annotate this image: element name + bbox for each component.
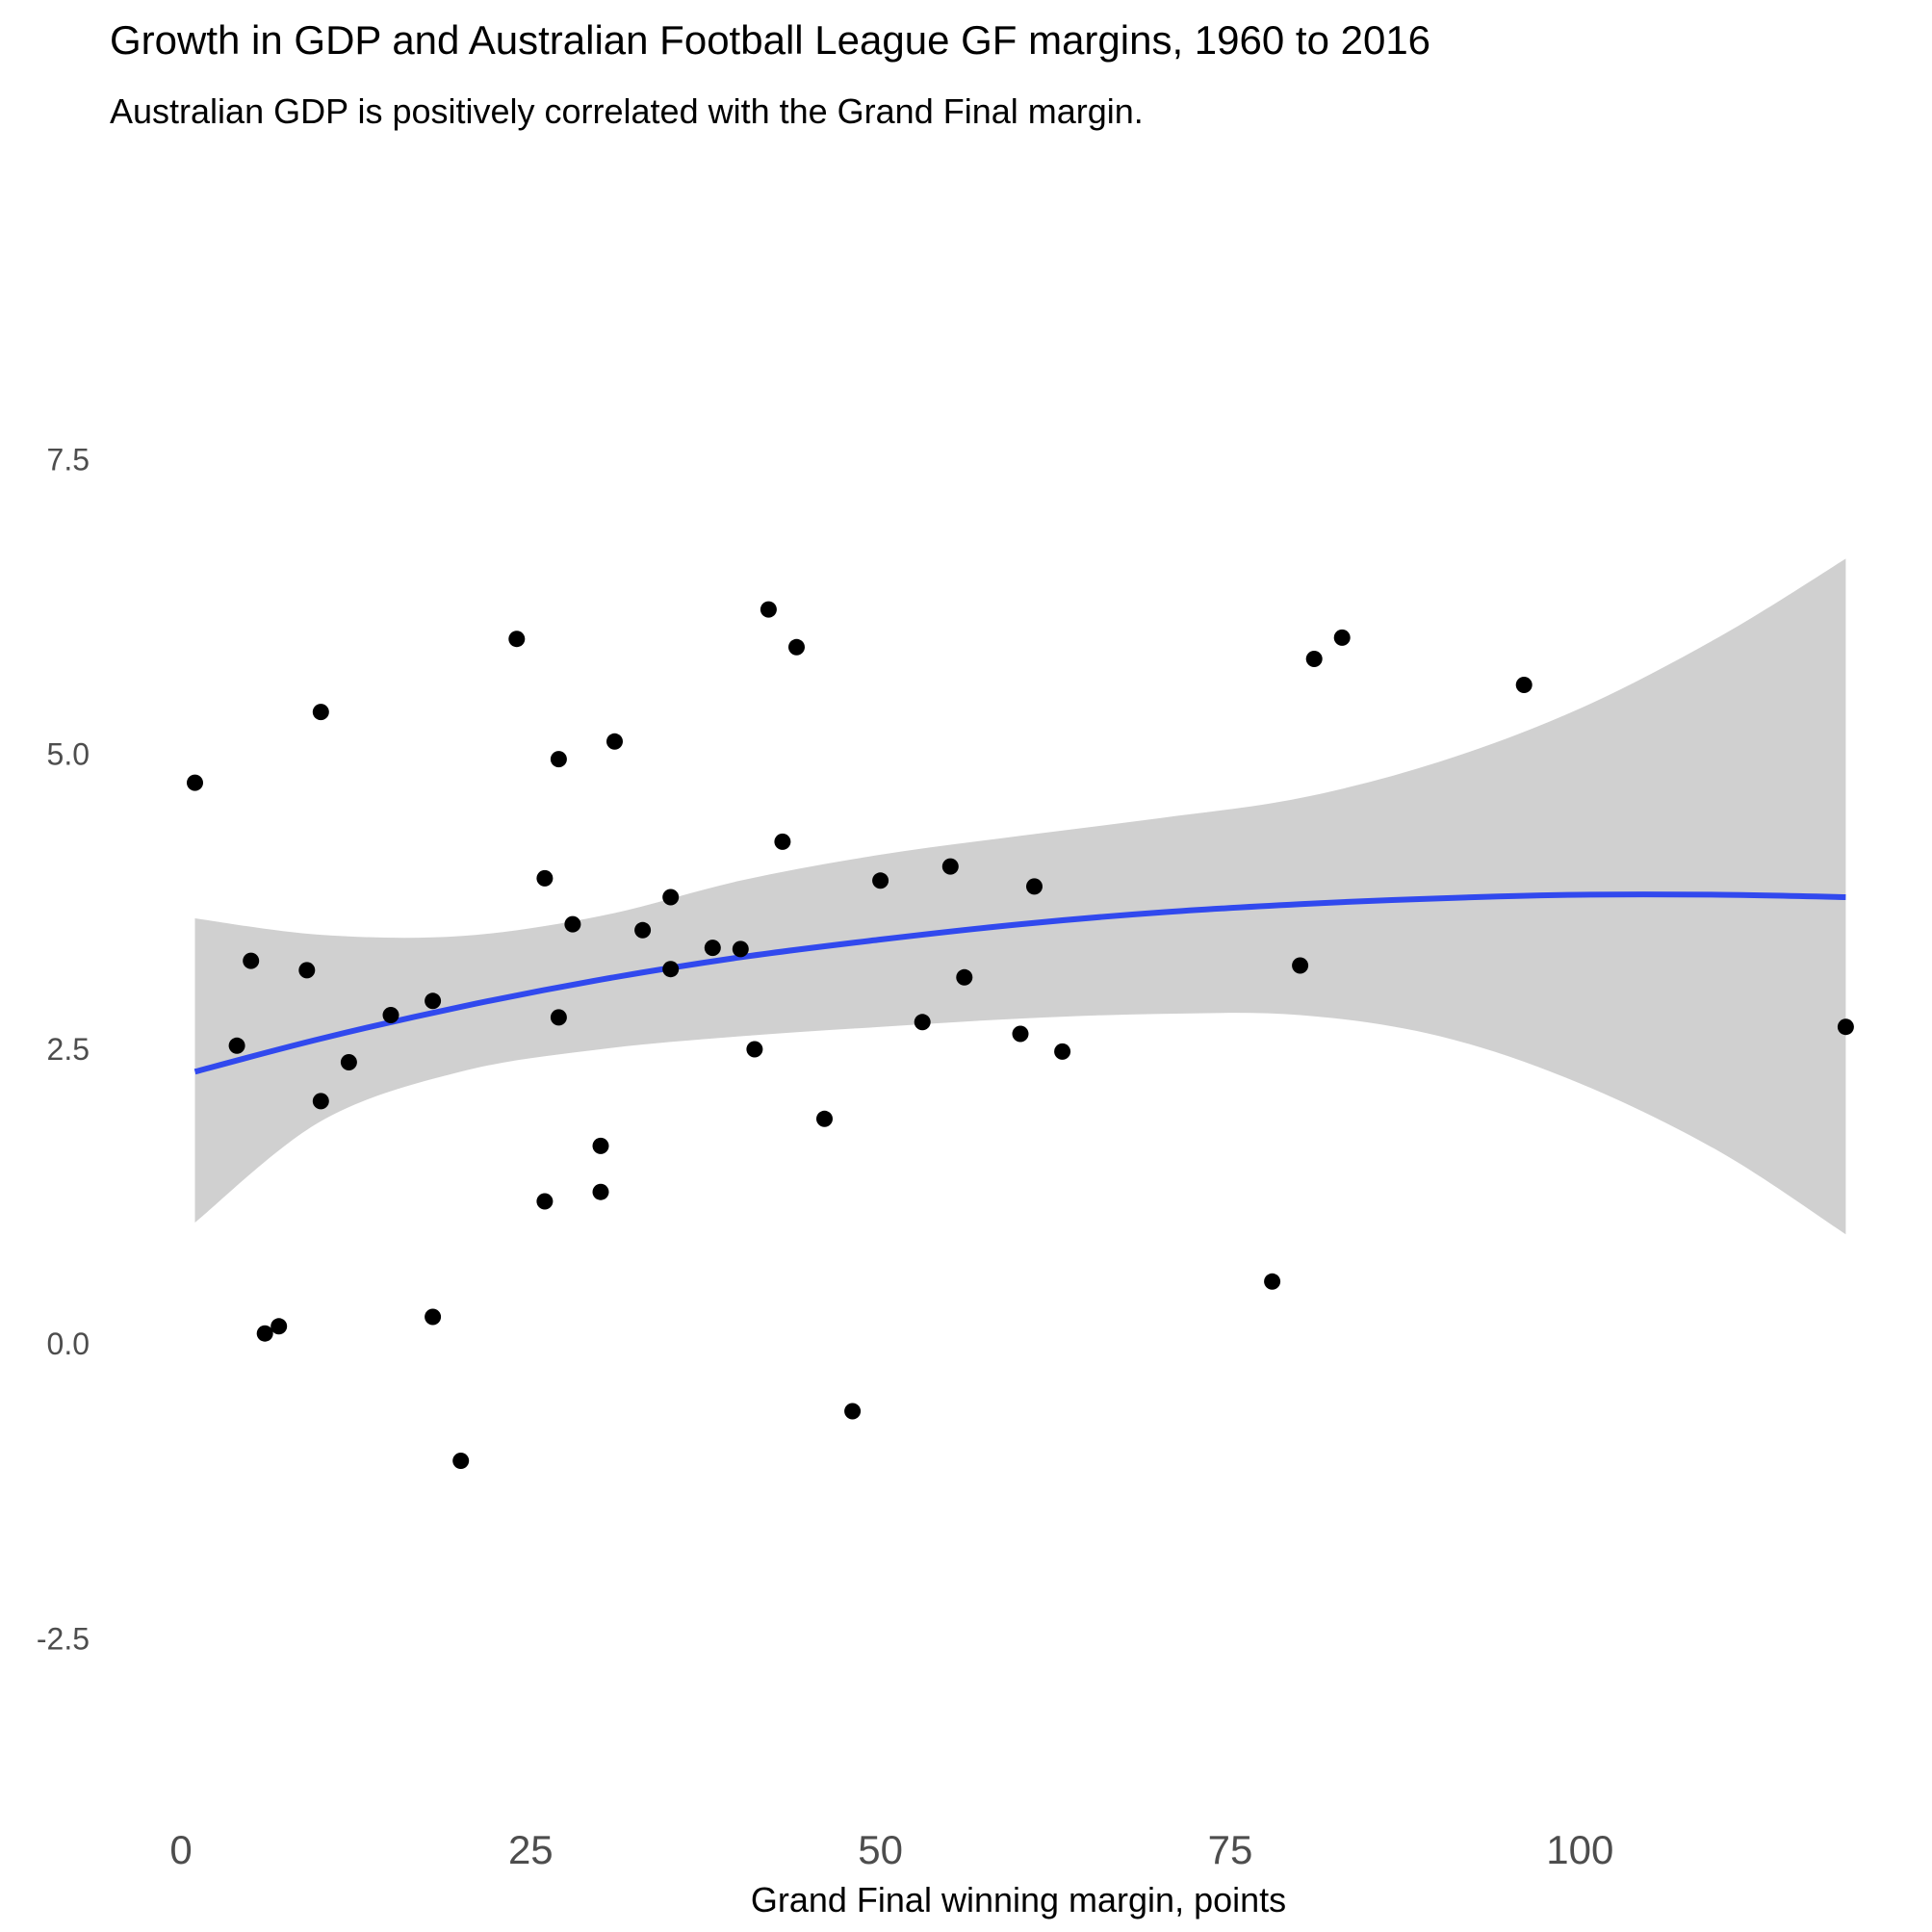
x-tick-label: 25	[508, 1827, 554, 1872]
data-point	[872, 872, 889, 889]
data-point	[187, 774, 203, 791]
data-point	[425, 992, 442, 1010]
data-point	[746, 1041, 763, 1058]
data-point	[1837, 1018, 1854, 1036]
data-point	[662, 961, 680, 978]
data-point	[340, 1054, 357, 1070]
data-point	[941, 858, 959, 875]
data-point	[914, 1014, 931, 1031]
data-point	[1515, 677, 1533, 693]
data-point	[1026, 878, 1043, 895]
data-point	[844, 1403, 862, 1420]
data-point	[550, 751, 567, 768]
data-point	[1292, 957, 1309, 974]
confidence-band	[194, 558, 1846, 1235]
trend-line	[193, 891, 1846, 1075]
data-point	[312, 1093, 329, 1110]
x-tick-label: 100	[1546, 1827, 1613, 1872]
data-point	[270, 1318, 288, 1335]
data-point	[382, 1007, 399, 1023]
data-point	[592, 1137, 609, 1154]
data-point	[1054, 1043, 1071, 1060]
data-point	[1012, 1025, 1029, 1043]
y-tick-label: 5.0	[47, 737, 90, 772]
x-tick-label: 50	[858, 1827, 903, 1872]
data-point	[774, 833, 791, 850]
trend-line-group	[193, 891, 1846, 1075]
data-point	[704, 940, 721, 957]
data-point	[816, 1110, 833, 1127]
data-point	[662, 889, 680, 906]
data-point	[508, 631, 526, 648]
data-point	[228, 1037, 245, 1054]
data-point	[452, 1453, 470, 1469]
confidence-band-area	[194, 558, 1846, 1235]
data-point	[956, 968, 973, 986]
data-point	[592, 1183, 609, 1200]
data-point	[760, 601, 777, 618]
data-point	[634, 921, 652, 939]
data-point	[788, 638, 805, 656]
x-tick-label: 75	[1208, 1827, 1253, 1872]
y-tick-label: 0.0	[47, 1327, 90, 1361]
y-axis-ticks: -2.5 0.0 2.5 5.0 7.5	[37, 442, 90, 1656]
data-point	[256, 1325, 273, 1342]
data-point	[564, 915, 581, 933]
data-point	[536, 869, 554, 887]
data-point	[1333, 629, 1351, 646]
data-point	[243, 952, 260, 969]
x-tick-label: 0	[169, 1827, 192, 1872]
data-point	[550, 1009, 567, 1026]
x-axis-title: Grand Final winning margin, points	[751, 1880, 1286, 1919]
data-point	[298, 962, 316, 979]
data-point	[606, 733, 623, 750]
data-point	[1264, 1273, 1281, 1290]
data-point	[536, 1193, 554, 1210]
data-point	[1305, 651, 1323, 667]
chart-title: Growth in GDP and Australian Football Le…	[110, 17, 1430, 63]
data-point	[732, 940, 749, 958]
y-tick-label: 7.5	[47, 442, 90, 477]
x-axis-ticks: 0 25 50 75 100	[169, 1827, 1613, 1872]
y-tick-label: 2.5	[47, 1032, 90, 1067]
y-tick-label: -2.5	[37, 1621, 90, 1656]
chart-subtitle: Australian GDP is positively correlated …	[110, 91, 1144, 131]
data-point	[425, 1308, 442, 1326]
data-points	[187, 601, 1854, 1469]
data-point	[312, 704, 329, 721]
